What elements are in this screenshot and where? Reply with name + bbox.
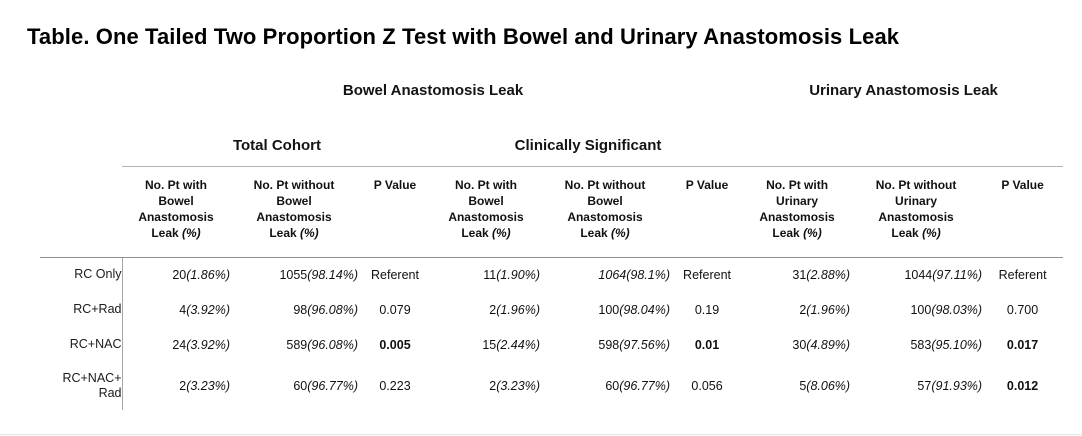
column-header-3: P Value [358,165,432,258]
column-header-2: No. Pt without Bowel Anastomosis Leak (%) [230,165,358,258]
p-value-cell: 0.056 [691,379,723,393]
z-test-table: Bowel Anastomosis Leak Urinary Anastomosi… [40,72,1064,410]
group-header-bowel-anastomosis-leak: Bowel Anastomosis Leak [342,81,524,99]
table-row-rc-only: RC Only 20(1.86%) 1055(98.14%) Referent 11(1… [40,257,1063,292]
subgroup-header-clinically-significant: Clinically Significant [514,136,662,154]
count-cell: 1044(97.11%) [904,267,983,282]
count-cell: 60(96.77%) [293,379,358,393]
count-cell: 2(1.96%) [489,302,540,317]
row-label: RC Only [40,257,123,292]
count-cell: 24(3.92%) [172,337,230,352]
count-cell: 15(2.44%) [482,337,540,352]
subgroup-header-row: Total Cohort Clinically Significant [40,108,1063,166]
subgroup-header-blank [744,108,1063,166]
p-value-cell: 0.005 [379,337,411,352]
table-row-rc-rad: RC+Rad 4(3.92%) 98(96.08%) 0.079 2(1.96%) 100… [40,292,1063,327]
group-header-row: Bowel Anastomosis Leak Urinary Anastomosi… [40,72,1063,108]
p-value-cell: 0.223 [379,379,411,393]
count-cell: 2(1.96%) [799,302,851,317]
p-value-cell: 0.19 [694,302,720,317]
count-cell: 98(96.08%) [293,302,358,317]
count-cell: 11(1.90%) [483,267,540,282]
count-cell: 583(95.10%) [910,337,983,352]
p-value-cell: Referent [683,267,731,282]
row-label: RC+NAC [40,327,123,362]
row-label-spacer [40,72,122,108]
count-cell: 100(98.03%) [910,302,983,317]
table-row-rc-nac: RC+NAC 24(3.92%) 589(96.08%) 0.005 15(2.44%)… [40,327,1063,362]
count-cell: 1055(98.14%) [279,267,358,282]
count-cell: 598(97.56%) [598,337,670,352]
table-head: Bowel Anastomosis Leak Urinary Anastomosi… [40,72,1064,258]
count-cell: 57(91.93%) [917,379,983,393]
column-header-8: No. Pt without Urinary Anastomosis Leak (%) [850,165,983,258]
subgroup-header-total-cohort: Total Cohort [232,136,322,154]
p-value-cell: 0.017 [1006,337,1039,352]
column-header-4: No. Pt with Bowel Anastomosis Leak (%) [432,165,540,258]
p-value-cell: 0.700 [1006,302,1039,317]
p-value-cell: 0.012 [1006,379,1039,393]
count-cell: 2(3.23%) [489,379,540,393]
column-header-1: No. Pt with Bowel Anastomosis Leak (%) [122,165,230,258]
count-cell: 20(1.86%) [172,267,230,282]
count-cell: 100(98.04%) [598,302,670,317]
p-value-cell: Referent [998,267,1047,282]
count-cell: 4(3.92%) [179,302,230,317]
table-row-rc-nac-rad: RC+NAC+ Rad 2(3.23%) 60(96.77%) 0.223 2(3.23%… [40,362,1063,410]
count-cell: 1064(98.1%) [598,267,670,282]
column-header-9: P Value [982,165,1064,258]
row-label-spacer [40,108,122,166]
p-value-cell: 0.079 [379,302,411,317]
table-title: Table. One Tailed Two Proportion Z Test … [27,24,900,49]
count-cell: 2(3.23%) [179,379,230,393]
count-cell: 30(4.89%) [792,337,851,352]
count-cell: 31(2.88%) [792,267,851,282]
count-cell: 60(96.77%) [605,379,670,393]
column-header-5: No. Pt without Bowel Anastomosis Leak (%) [540,165,670,258]
column-header-6: P Value [670,165,745,258]
row-label: RC+Rad [40,292,123,327]
column-header-row: No. Pt with Bowel Anastomosis Leak (%) No. P… [40,165,1064,258]
p-value-cell: Referent [371,267,419,282]
group-header-urinary-anastomosis-leak: Urinary Anastomosis Leak [809,81,998,99]
row-label-spacer [40,166,122,258]
p-value-cell: 0.01 [694,337,720,352]
count-cell: 5(8.06%) [799,379,851,393]
column-header-7: No. Pt with Urinary Anastomosis Leak (%) [744,165,851,258]
count-cell: 589(96.08%) [286,337,358,352]
table-body: RC Only 20(1.86%) 1055(98.14%) Referent 11(1… [40,257,1063,410]
row-label: RC+NAC+ Rad [40,362,123,410]
